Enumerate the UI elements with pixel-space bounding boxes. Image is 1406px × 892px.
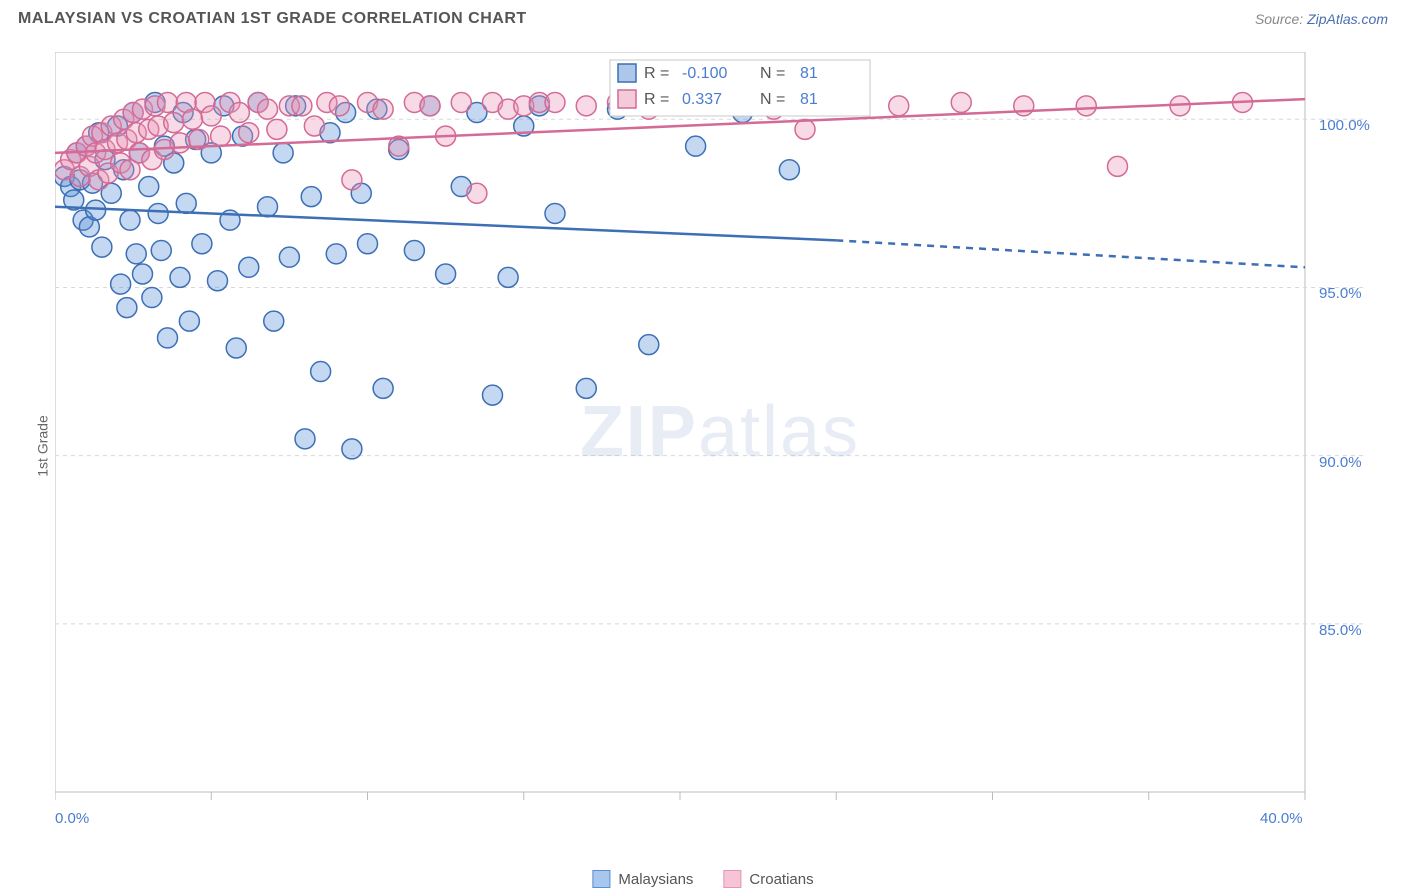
data-point: [639, 335, 659, 355]
data-point: [164, 113, 184, 133]
svg-text:R =: R =: [644, 91, 669, 108]
legend-item: Malaysians: [592, 870, 693, 888]
data-point: [258, 197, 278, 217]
data-point: [208, 271, 228, 291]
data-point: [126, 244, 146, 264]
data-point: [686, 136, 706, 156]
legend-label: Croatians: [749, 871, 813, 888]
x-tick-label: 40.0%: [1260, 810, 1303, 827]
data-point: [295, 429, 315, 449]
svg-text:81: 81: [800, 91, 818, 108]
data-point: [148, 203, 168, 223]
data-point: [951, 92, 971, 112]
source-link[interactable]: ZipAtlas.com: [1307, 11, 1388, 27]
data-point: [545, 203, 565, 223]
data-point: [420, 96, 440, 116]
data-point: [211, 126, 231, 146]
data-point: [229, 103, 249, 123]
data-point: [133, 264, 153, 284]
data-point: [373, 99, 393, 119]
data-point: [404, 240, 424, 260]
data-point: [264, 311, 284, 331]
source-attribution: Source: ZipAtlas.com: [1255, 11, 1388, 27]
data-point: [1108, 156, 1128, 176]
data-point: [151, 240, 171, 260]
data-point: [170, 267, 190, 287]
data-point: [545, 92, 565, 112]
trend-line: [55, 207, 836, 241]
svg-text:81: 81: [800, 65, 818, 82]
data-point: [86, 200, 106, 220]
data-point: [301, 187, 321, 207]
data-point: [1076, 96, 1096, 116]
data-point: [273, 143, 293, 163]
data-point: [258, 99, 278, 119]
data-point: [889, 96, 909, 116]
chart-title: MALAYSIAN VS CROATIAN 1ST GRADE CORRELAT…: [18, 10, 527, 28]
data-point: [239, 257, 259, 277]
data-point: [120, 210, 140, 230]
data-point: [467, 183, 487, 203]
svg-text:N =: N =: [760, 91, 785, 108]
data-point: [139, 177, 159, 197]
data-point: [1014, 96, 1034, 116]
legend-label: Malaysians: [618, 871, 693, 888]
data-point: [158, 328, 178, 348]
y-tick-label: 85.0%: [1319, 622, 1362, 639]
y-tick-label: 90.0%: [1319, 454, 1362, 471]
data-point: [183, 109, 203, 129]
data-point: [304, 116, 324, 136]
data-point: [329, 96, 349, 116]
data-point: [279, 247, 299, 267]
data-point: [226, 338, 246, 358]
trend-line-dashed: [836, 240, 1305, 267]
scatter-chart: R = -0.100 N = 81 R = 0.337 N = 81: [55, 52, 1385, 812]
x-tick-label: 0.0%: [55, 810, 89, 827]
data-point: [795, 119, 815, 139]
data-point: [576, 96, 596, 116]
data-point: [326, 244, 346, 264]
y-tick-label: 95.0%: [1319, 285, 1362, 302]
y-axis-title: 1st Grade: [35, 415, 51, 476]
data-point: [111, 274, 131, 294]
bottom-legend: Malaysians Croatians: [592, 870, 813, 888]
data-point: [342, 170, 362, 190]
svg-text:R =: R =: [644, 65, 669, 82]
data-point: [176, 193, 196, 213]
legend-item: Croatians: [723, 870, 813, 888]
data-point: [292, 96, 312, 116]
data-point: [117, 298, 137, 318]
data-point: [239, 123, 259, 143]
legend-swatch: [723, 870, 741, 888]
svg-text:-0.100: -0.100: [682, 65, 727, 82]
data-point: [358, 234, 378, 254]
data-point: [342, 439, 362, 459]
data-point: [451, 92, 471, 112]
data-point: [142, 288, 162, 308]
data-point: [267, 119, 287, 139]
data-point: [170, 133, 190, 153]
data-point: [373, 378, 393, 398]
data-point: [483, 385, 503, 405]
data-point: [201, 106, 221, 126]
data-point: [436, 264, 456, 284]
legend-swatch: [592, 870, 610, 888]
svg-text:N =: N =: [760, 65, 785, 82]
svg-text:0.337: 0.337: [682, 91, 722, 108]
data-point: [576, 378, 596, 398]
data-point: [779, 160, 799, 180]
data-point: [179, 311, 199, 331]
data-point: [92, 237, 112, 257]
data-point: [498, 267, 518, 287]
data-point: [158, 92, 178, 112]
y-tick-label: 100.0%: [1319, 117, 1370, 134]
data-point: [192, 234, 212, 254]
chart-area: R =-0.100N =81R =0.337N =81 ZIPatlas 0.0…: [55, 52, 1385, 812]
data-point: [311, 362, 331, 382]
